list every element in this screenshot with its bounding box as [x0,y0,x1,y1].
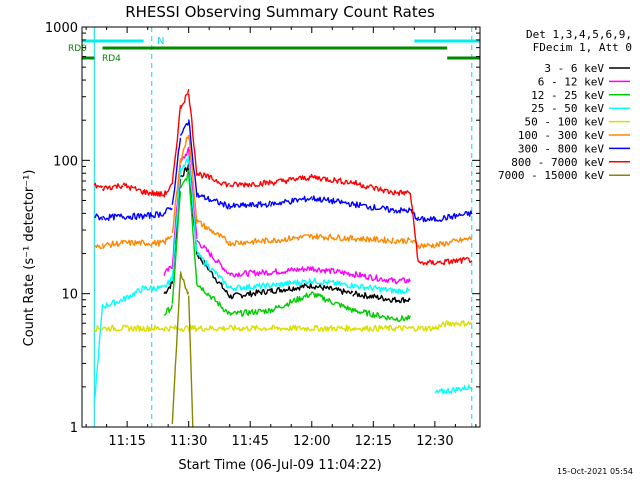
x-axis-label: Start Time (06-Jul-09 11:04:22) [178,458,381,473]
series-line [94,134,473,250]
y-tick-label: 1000 [45,21,78,36]
generation-timestamp: 15-Oct-2021 05:54 [557,467,633,476]
legend-header: Det 1,3,4,5,6,9, [526,28,632,41]
annotation-label: RD0 [68,44,87,54]
legend-label: 300 - 800 keV [518,142,604,155]
legend-label: 25 - 50 keV [531,102,604,115]
annotation-label: RD4 [102,54,121,64]
legend-header: FDecim 1, Att 0 [533,41,632,54]
legend-label: 7000 - 15000 keV [498,169,604,182]
legend-label: 6 - 12 keV [538,75,605,88]
legend-label: 50 - 100 keV [525,116,605,129]
annotation-label: N [157,36,164,47]
y-tick-label: 1 [70,421,78,436]
x-tick-label: 11:45 [231,434,268,449]
axis-ticks: 11:15 11:30 11:45 12:00 12:15 12:30 1 10 100 1000 [45,21,480,449]
x-tick-label: 11:30 [170,434,207,449]
legend-label: 800 - 7000 keV [511,156,604,169]
series-layer [93,88,473,427]
annotation-layer: RD0 RD4 N [68,36,480,64]
x-tick-label: 12:30 [416,434,453,449]
y-tick-label: 100 [53,154,78,169]
x-tick-label: 11:15 [108,434,145,449]
x-tick-label: 12:15 [355,434,392,449]
series-line [93,88,473,266]
legend: Det 1,3,4,5,6,9,FDecim 1, Att 0 3 - 6 keV… [498,28,632,182]
y-tick-label: 10 [61,288,78,303]
y-axis-label: Count Rate (s⁻¹ detector⁻¹) [22,170,37,347]
series-line [171,271,194,427]
legend-label: 3 - 6 keV [544,62,604,75]
legend-label: 100 - 300 keV [518,129,604,142]
series-line [94,119,473,223]
series-line [163,146,411,285]
series-line [93,155,473,402]
x-tick-label: 12:00 [293,434,330,449]
series-line [93,319,473,332]
legend-label: 12 - 25 keV [531,89,604,102]
plot-frame [81,26,481,428]
series-line [164,170,411,323]
chart-title: RHESSI Observing Summary Count Rates [125,3,435,21]
